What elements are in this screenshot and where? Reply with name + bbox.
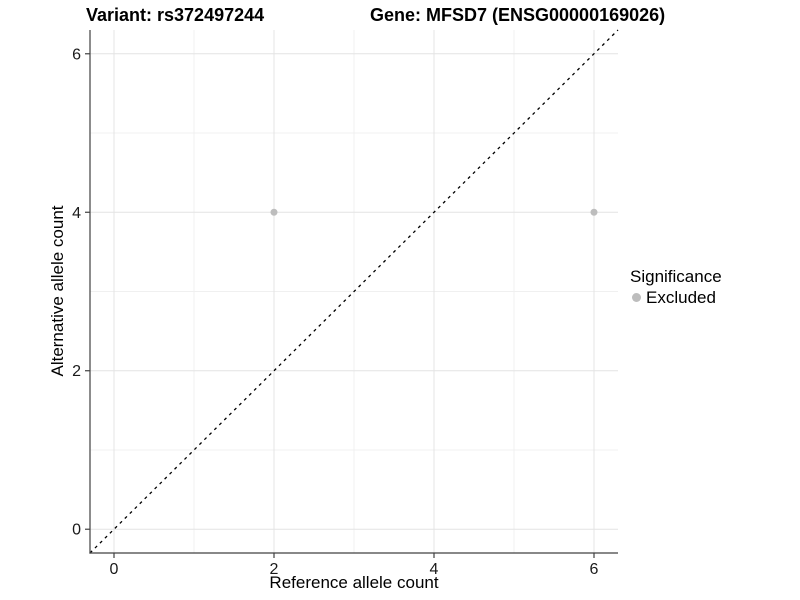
identity-dashed-line <box>89 29 619 554</box>
plot-title-gene: Gene: MFSD7 (ENSG00000169026) <box>370 5 666 25</box>
x-tick-label: 2 <box>270 561 279 578</box>
legend-item-label: Excluded <box>646 288 716 307</box>
x-axis-label: Reference allele count <box>269 573 439 592</box>
data-point <box>590 208 598 216</box>
y-axis-label: Alternative allele count <box>48 205 67 377</box>
legend: Significance Excluded <box>630 267 722 307</box>
y-tick-label: 0 <box>72 522 81 539</box>
legend-title: Significance <box>630 267 722 286</box>
y-tick-label: 2 <box>72 363 81 380</box>
x-tick-label: 0 <box>110 561 119 578</box>
x-tick-label: 6 <box>590 561 599 578</box>
legend-item-excluded: Excluded <box>630 288 722 307</box>
plot-title-variant: Variant: rs372497244 <box>86 5 265 25</box>
x-tick-label: 4 <box>430 561 439 578</box>
y-tick-label: 4 <box>72 205 81 222</box>
y-tick-label: 6 <box>72 46 81 63</box>
legend-point-icon <box>632 293 641 302</box>
data-point <box>270 208 278 216</box>
